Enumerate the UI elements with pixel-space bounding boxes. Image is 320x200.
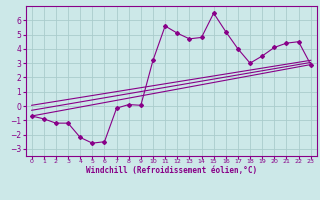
X-axis label: Windchill (Refroidissement éolien,°C): Windchill (Refroidissement éolien,°C) (86, 166, 257, 175)
